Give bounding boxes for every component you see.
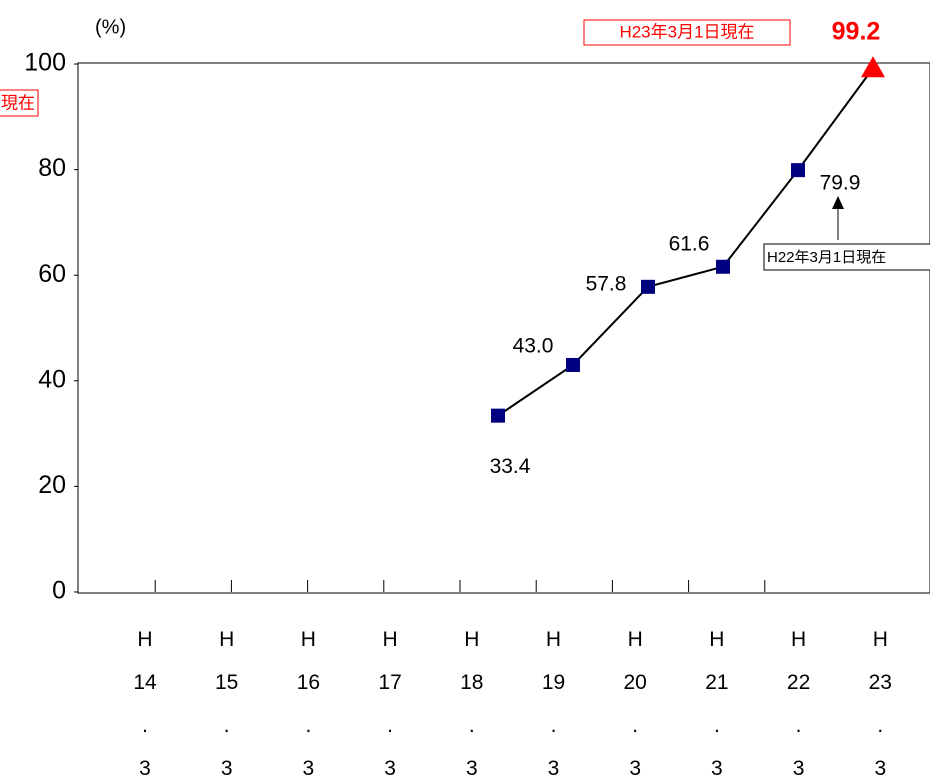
- marker: [641, 279, 655, 294]
- y-tick-label: 40: [38, 365, 66, 393]
- data-label: 99.2: [832, 18, 881, 46]
- annotation: 現在: [1, 93, 35, 112]
- x-tick-label: H 22 . 3: [786, 628, 811, 779]
- marker: [861, 56, 885, 78]
- y-tick-label: 80: [38, 154, 66, 182]
- annotation: H22年3月1日現在: [767, 249, 886, 266]
- y-tick-label: 0: [52, 577, 66, 605]
- marker: [566, 357, 580, 372]
- series-line: [497, 67, 874, 417]
- x-tick-label: H 14 . 3: [133, 628, 157, 779]
- x-tick-label: H 23 . 3: [868, 628, 892, 779]
- arrow-head: [832, 196, 844, 209]
- data-label: 43.0: [513, 335, 554, 358]
- annotation: H23年3月1日現在: [619, 22, 754, 41]
- annotation-box: [583, 19, 791, 46]
- y-tick-label: 60: [38, 260, 66, 288]
- x-tick-label: H 18 . 3: [460, 628, 484, 779]
- y-tick-label: 20: [38, 471, 66, 499]
- x-tick-label: H 19 . 3: [541, 628, 566, 779]
- unit-label: (%): [95, 16, 126, 38]
- x-tick-label: H 16 . 3: [296, 628, 321, 779]
- data-label: 57.8: [586, 272, 627, 295]
- data-label: 33.4: [490, 455, 531, 478]
- data-label: 79.9: [820, 172, 861, 195]
- x-tick-label: H 17 . 3: [378, 628, 402, 779]
- marker: [716, 259, 730, 274]
- marker: [791, 163, 805, 178]
- x-tick-label: H 21 . 3: [705, 628, 729, 779]
- x-tick-label: H 15 . 3: [215, 628, 239, 779]
- annotation-box: [763, 243, 930, 271]
- x-tick-label: H 20 . 3: [623, 628, 647, 779]
- data-label: 61.6: [669, 232, 710, 255]
- plot-frame: [77, 62, 930, 594]
- annotation-box: [0, 89, 39, 117]
- y-tick-label: 100: [24, 49, 66, 77]
- marker: [491, 408, 505, 423]
